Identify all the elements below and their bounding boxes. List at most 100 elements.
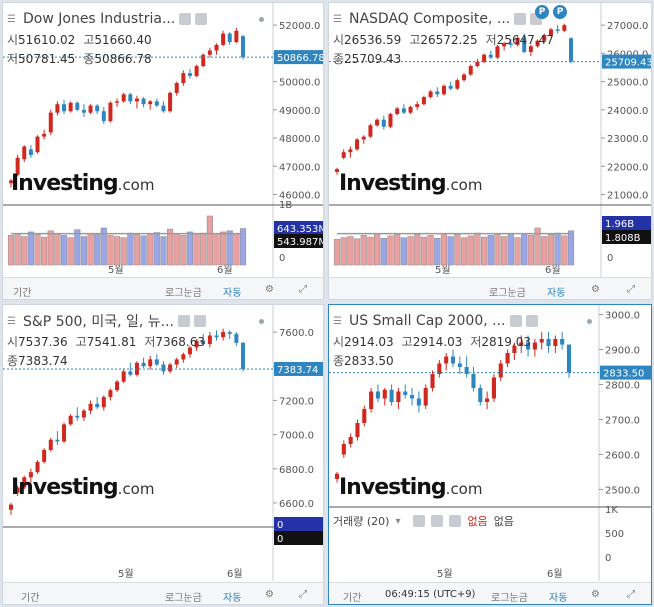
candle-body <box>181 73 186 83</box>
volume-bar <box>100 227 107 266</box>
volume-bar <box>521 233 528 266</box>
candle-body <box>68 415 73 425</box>
candle-body <box>9 180 13 184</box>
gear-icon[interactable]: ⚙ <box>591 589 600 600</box>
candle-body <box>28 472 33 478</box>
volume-bar <box>60 235 68 266</box>
event-marker-icon[interactable]: P <box>553 5 567 19</box>
candle-body <box>421 97 426 105</box>
menu-dot-icon[interactable] <box>587 319 592 324</box>
gear-icon[interactable]: ⚙ <box>265 589 274 600</box>
chart-canvas[interactable]: 27000.026000.025000.024000.023000.022000… <box>329 3 652 300</box>
candle-body <box>62 104 67 112</box>
candle-body <box>81 109 86 113</box>
candle-body <box>55 439 60 442</box>
period-button[interactable]: 기간 <box>343 593 362 604</box>
close-icon[interactable] <box>525 315 538 327</box>
event-marker-icon[interactable]: P <box>535 5 549 19</box>
fullscreen-icon[interactable]: ⤢ <box>299 589 307 600</box>
volume-bar <box>67 237 74 266</box>
chart-panel-nasdaq[interactable]: 27000.026000.025000.024000.023000.022000… <box>328 2 652 300</box>
close-icon[interactable] <box>195 13 208 25</box>
candle-body <box>408 107 413 113</box>
candle-body <box>234 30 239 43</box>
x-tick-label: 5월 <box>118 568 134 580</box>
candle-body <box>441 85 446 95</box>
volume-bar <box>480 236 488 266</box>
volume-bar <box>173 233 180 266</box>
collapse-icon[interactable]: ☰ <box>333 315 342 327</box>
candle-body <box>121 94 126 102</box>
settings-icon[interactable] <box>509 315 522 327</box>
chevron-down-icon[interactable]: ▾ <box>395 515 401 527</box>
chart-panel-sp500[interactable]: 7600.07400.07200.07000.06800.06600.05월6월… <box>2 304 324 605</box>
candle-body <box>35 136 40 153</box>
volume-bar <box>41 236 48 266</box>
volume-bar <box>547 234 555 266</box>
candle-body <box>382 389 387 399</box>
log-scale-button[interactable]: 로그눈금 <box>491 593 528 604</box>
settings-icon[interactable] <box>178 315 190 327</box>
gear-icon[interactable]: ⚙ <box>591 284 600 295</box>
close-icon[interactable] <box>194 315 206 327</box>
chart-canvas[interactable]: 52000.051000.050000.049000.048000.047000… <box>3 3 324 300</box>
settings-icon[interactable] <box>514 13 527 25</box>
auto-scale-button[interactable]: 자동 <box>223 288 242 299</box>
chart-panel-dow[interactable]: 52000.051000.050000.049000.048000.047000… <box>2 2 324 300</box>
auto-scale-button[interactable]: 자동 <box>547 288 566 299</box>
candle-body <box>505 353 510 364</box>
candle-body <box>475 61 480 67</box>
menu-dot-icon[interactable] <box>259 319 264 324</box>
candle-body <box>437 363 442 374</box>
chart-canvas[interactable]: 3000.0 2900.0 2800.0 2700.0 2600.0 2500.0 5월 6월… <box>329 305 652 605</box>
settings-icon[interactable] <box>413 515 426 527</box>
menu-dot-icon[interactable] <box>259 17 264 22</box>
volume-bar <box>167 228 174 266</box>
fullscreen-icon[interactable]: ⤢ <box>627 284 635 295</box>
log-scale-button[interactable]: 로그눈금 <box>165 288 202 299</box>
volume-value-label: 0 <box>277 534 283 545</box>
y-tick-label: 25000.0 <box>607 78 648 89</box>
auto-scale-button[interactable]: 자동 <box>223 593 242 604</box>
hide-icon[interactable] <box>431 515 444 527</box>
period-button[interactable]: 기간 <box>21 593 40 604</box>
y-tick-label: 7000.0 <box>279 431 314 442</box>
collapse-icon[interactable]: ☰ <box>333 13 342 25</box>
last-price-label: 25709.43 <box>605 58 652 69</box>
chart-canvas[interactable]: 7600.07400.07200.07000.06800.06600.05월6월… <box>3 305 324 605</box>
candle-body <box>115 101 120 103</box>
volume-value-tag <box>274 234 323 248</box>
y-tick-label: 2800.0 <box>605 381 640 392</box>
candle-body <box>141 98 146 105</box>
candle-body <box>161 364 166 372</box>
fullscreen-icon[interactable]: ⤢ <box>627 589 635 600</box>
close-icon[interactable] <box>449 515 462 527</box>
candle-body <box>108 390 113 397</box>
candle-body <box>194 340 199 348</box>
candle-body <box>532 342 537 350</box>
chart-footer: 로그눈금 자동 ⚙ ⤢ <box>329 277 651 299</box>
volume-bar <box>333 239 341 266</box>
gear-icon[interactable]: ⚙ <box>265 284 274 295</box>
settings-icon[interactable] <box>179 13 192 25</box>
candle-body <box>68 102 73 112</box>
last-price-label: 50866.78 <box>277 53 324 64</box>
log-scale-button[interactable]: 로그눈금 <box>489 288 526 299</box>
candle-body <box>485 398 490 402</box>
log-scale-button[interactable]: 로그눈금 <box>165 593 202 604</box>
ohlc-row-1: 시7537.36 고7541.81 저7368.63 <box>7 335 206 349</box>
period-button[interactable]: 기간 <box>13 288 32 299</box>
fullscreen-icon[interactable]: ⤢ <box>299 284 307 295</box>
candle-body <box>416 398 421 406</box>
volume-bar <box>554 232 561 266</box>
candle-body <box>348 149 353 153</box>
volume-value-tag <box>274 517 323 531</box>
candle-body <box>207 50 212 55</box>
candle-body <box>42 449 47 462</box>
collapse-icon[interactable]: ☰ <box>7 315 16 327</box>
volume-bar <box>107 235 114 266</box>
y-tick-label: 49000.0 <box>279 106 320 117</box>
chart-panel-smallcap[interactable]: 3000.0 2900.0 2800.0 2700.0 2600.0 2500.0 5월 6월… <box>328 304 652 605</box>
auto-scale-button[interactable]: 자동 <box>549 593 568 604</box>
collapse-icon[interactable]: ☰ <box>7 13 16 25</box>
